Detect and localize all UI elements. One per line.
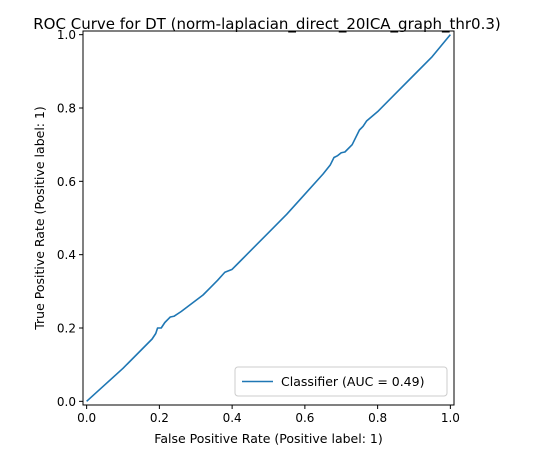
x-axis-label: False Positive Rate (Positive label: 1)	[154, 431, 382, 446]
x-tick-label: 0.2	[150, 411, 169, 425]
roc-curve-line	[86, 34, 451, 402]
x-tick-label: 0.8	[368, 411, 387, 425]
y-axis-label: True Positive Rate (Positive label: 1)	[32, 106, 47, 331]
legend-box	[234, 366, 448, 397]
y-tick-label: 1.0	[57, 28, 76, 42]
x-tick-label: 0.0	[77, 411, 96, 425]
plot-frame	[82, 30, 455, 406]
y-tick-label: 0.6	[57, 175, 76, 189]
y-tick-label: 0.4	[57, 248, 76, 262]
x-tick-label: 0.6	[295, 411, 314, 425]
x-tick-label: 1.0	[441, 411, 460, 425]
legend-label: Classifier (AUC = 0.49)	[281, 374, 424, 389]
x-tick-label: 0.4	[223, 411, 242, 425]
legend: Classifier (AUC = 0.49)	[234, 366, 448, 397]
y-tick-label: 0.2	[57, 322, 76, 336]
y-tick-label: 0.8	[57, 102, 76, 116]
axis-ticks: 0.0 0.2 0.4 0.6 0.8 1.0 0.0 0.2 0.4 0.6 0.8 1.0	[57, 28, 460, 425]
y-tick-label: 0.0	[57, 395, 76, 409]
chart-title: ROC Curve for DT (norm-laplacian_direct_…	[33, 15, 500, 34]
